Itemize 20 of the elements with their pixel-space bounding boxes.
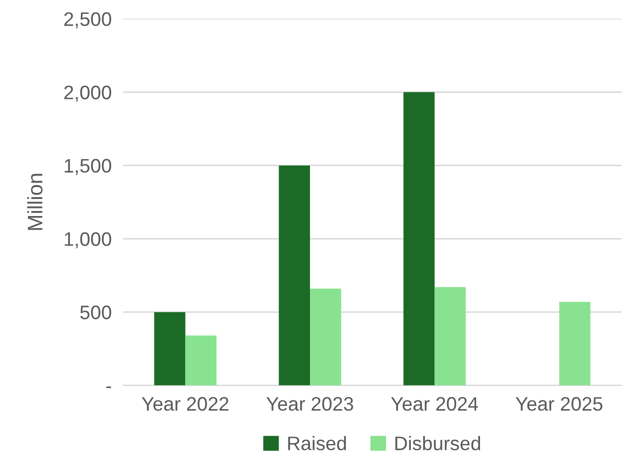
y-tick-label: 1,500 <box>64 158 112 175</box>
x-tick-label: Year 2022 <box>142 397 228 411</box>
bar <box>434 287 466 386</box>
legend-label: Disbursed <box>395 436 480 450</box>
y-tick-label: 1,000 <box>64 232 112 248</box>
bar <box>154 312 186 386</box>
y-tick-label: - <box>106 386 112 388</box>
bar <box>278 165 310 386</box>
bar <box>185 336 217 386</box>
bar <box>310 288 342 386</box>
x-tick-label: Year 2025 <box>516 397 602 411</box>
y-tick-label: 2,000 <box>64 86 112 102</box>
x-tick-label: Year 2023 <box>266 397 354 411</box>
y-axis-title: Million <box>27 174 42 230</box>
legend-label: Raised <box>288 436 346 450</box>
bar <box>559 302 590 386</box>
bar <box>403 92 435 386</box>
x-tick-label: Year 2024 <box>391 397 478 411</box>
y-tick-label: 500 <box>80 306 112 320</box>
y-tick-label: 2,500 <box>64 12 112 28</box>
